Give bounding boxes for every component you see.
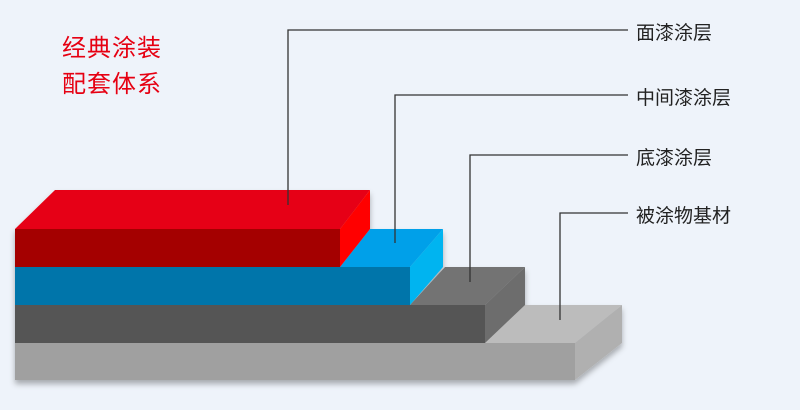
label-topcoat: 面漆涂层 — [636, 22, 713, 44]
leader-line-primer — [469, 154, 628, 282]
leader-line-intermediate — [394, 94, 628, 243]
substrate-top — [485, 305, 622, 343]
layer-intermediate — [15, 229, 443, 305]
title-line-2: 配套体系 — [62, 70, 162, 98]
substrate-side — [575, 305, 622, 380]
intermediate-top — [340, 229, 443, 267]
topcoat-top — [15, 190, 370, 229]
label-substrate: 被涂物基材 — [636, 205, 732, 227]
layer-primer — [15, 267, 525, 343]
label-intermediate: 中间漆涂层 — [636, 87, 732, 109]
primer-top — [410, 267, 525, 305]
topcoat-front — [15, 229, 340, 267]
layer-topcoat — [15, 190, 370, 267]
topcoat-side — [340, 190, 370, 267]
leader-line-topcoat — [287, 29, 628, 205]
primer-side — [485, 267, 525, 343]
intermediate-front — [15, 267, 410, 305]
label-primer: 底漆涂层 — [636, 147, 713, 169]
leader-line-substrate — [559, 212, 628, 320]
intermediate-side — [410, 229, 443, 305]
layer-substrate — [15, 305, 622, 380]
substrate-front — [15, 343, 575, 380]
title-line-1: 经典涂装 — [62, 34, 162, 62]
primer-front — [15, 305, 485, 343]
